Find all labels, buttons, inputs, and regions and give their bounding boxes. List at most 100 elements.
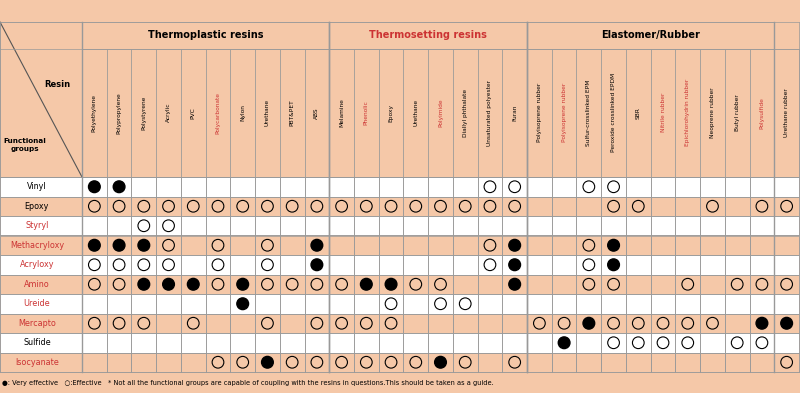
Bar bbox=[181, 353, 206, 372]
Bar bbox=[82, 216, 106, 235]
Circle shape bbox=[459, 298, 471, 310]
Bar bbox=[750, 177, 774, 196]
Bar bbox=[255, 48, 280, 177]
Bar bbox=[552, 196, 577, 216]
Bar bbox=[650, 274, 675, 294]
Bar bbox=[552, 48, 577, 177]
Bar bbox=[774, 196, 799, 216]
Bar bbox=[428, 235, 453, 255]
Bar bbox=[230, 333, 255, 353]
Circle shape bbox=[89, 278, 100, 290]
Text: ABS: ABS bbox=[314, 107, 319, 119]
Bar bbox=[82, 274, 106, 294]
Circle shape bbox=[608, 239, 619, 251]
Text: Urethane rubber: Urethane rubber bbox=[784, 88, 789, 137]
Bar bbox=[453, 196, 478, 216]
Text: Urethane: Urethane bbox=[414, 99, 418, 126]
Circle shape bbox=[534, 318, 546, 329]
Bar bbox=[502, 255, 527, 274]
Bar bbox=[106, 177, 131, 196]
Bar bbox=[502, 177, 527, 196]
Bar bbox=[453, 235, 478, 255]
Circle shape bbox=[311, 278, 322, 290]
Text: Vinyl: Vinyl bbox=[27, 182, 46, 191]
Bar bbox=[602, 294, 626, 314]
Bar bbox=[206, 294, 230, 314]
Bar bbox=[527, 22, 774, 48]
Bar bbox=[230, 235, 255, 255]
Bar bbox=[774, 177, 799, 196]
Circle shape bbox=[212, 278, 224, 290]
Bar bbox=[725, 196, 750, 216]
Bar bbox=[453, 314, 478, 333]
Bar bbox=[700, 255, 725, 274]
Circle shape bbox=[608, 200, 619, 212]
Bar bbox=[403, 216, 428, 235]
Bar bbox=[577, 274, 602, 294]
Bar bbox=[428, 333, 453, 353]
Bar bbox=[305, 255, 330, 274]
Circle shape bbox=[138, 259, 150, 271]
Bar bbox=[131, 216, 156, 235]
Circle shape bbox=[311, 259, 322, 271]
Bar bbox=[330, 196, 354, 216]
Bar bbox=[700, 216, 725, 235]
Circle shape bbox=[336, 356, 347, 368]
Bar bbox=[428, 196, 453, 216]
Bar bbox=[181, 255, 206, 274]
Bar bbox=[577, 48, 602, 177]
Bar bbox=[255, 177, 280, 196]
Circle shape bbox=[583, 239, 594, 251]
Text: Polyisoprene rubber: Polyisoprene rubber bbox=[537, 83, 542, 142]
Bar bbox=[230, 216, 255, 235]
Bar bbox=[181, 235, 206, 255]
Text: Epoxy: Epoxy bbox=[25, 202, 49, 211]
Bar bbox=[305, 196, 330, 216]
Bar bbox=[602, 48, 626, 177]
Bar bbox=[403, 353, 428, 372]
Bar bbox=[527, 177, 552, 196]
Circle shape bbox=[558, 337, 570, 349]
Bar bbox=[82, 255, 106, 274]
Circle shape bbox=[237, 278, 249, 290]
Circle shape bbox=[509, 356, 521, 368]
Bar bbox=[675, 48, 700, 177]
Bar bbox=[106, 314, 131, 333]
Circle shape bbox=[410, 356, 422, 368]
Bar bbox=[527, 196, 552, 216]
Text: Thermosetting resins: Thermosetting resins bbox=[370, 30, 487, 40]
Bar bbox=[478, 255, 502, 274]
Circle shape bbox=[459, 356, 471, 368]
Bar bbox=[750, 235, 774, 255]
Circle shape bbox=[509, 278, 521, 290]
Bar bbox=[305, 177, 330, 196]
Circle shape bbox=[162, 220, 174, 231]
Bar bbox=[577, 177, 602, 196]
Text: Peroxide crosslinked EPDM: Peroxide crosslinked EPDM bbox=[611, 73, 616, 152]
Text: Isocyanate: Isocyanate bbox=[15, 358, 58, 367]
Bar bbox=[453, 216, 478, 235]
Bar bbox=[354, 353, 378, 372]
Text: Acrylic: Acrylic bbox=[166, 103, 171, 123]
Bar bbox=[305, 314, 330, 333]
Bar bbox=[725, 48, 750, 177]
Bar bbox=[0, 294, 82, 314]
Bar bbox=[206, 314, 230, 333]
Bar bbox=[502, 48, 527, 177]
Bar bbox=[675, 196, 700, 216]
Bar bbox=[378, 274, 403, 294]
Bar bbox=[206, 255, 230, 274]
Circle shape bbox=[162, 239, 174, 251]
Bar bbox=[305, 353, 330, 372]
Circle shape bbox=[386, 318, 397, 329]
Circle shape bbox=[608, 318, 619, 329]
Bar bbox=[602, 177, 626, 196]
Bar bbox=[354, 294, 378, 314]
Circle shape bbox=[706, 200, 718, 212]
Circle shape bbox=[311, 318, 322, 329]
Circle shape bbox=[262, 318, 274, 329]
Circle shape bbox=[756, 200, 768, 212]
Bar bbox=[453, 333, 478, 353]
Text: Amino: Amino bbox=[24, 280, 50, 289]
Circle shape bbox=[781, 278, 793, 290]
